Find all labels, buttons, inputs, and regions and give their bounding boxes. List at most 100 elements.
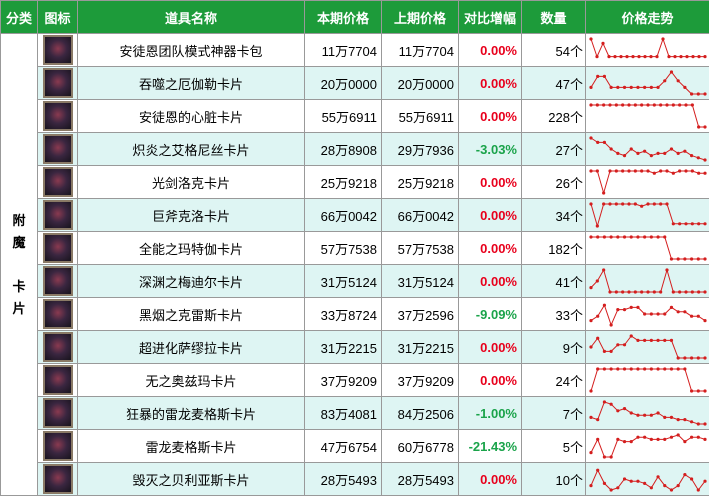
previous-price: 55万6911 (381, 99, 459, 133)
trend-point (697, 290, 701, 294)
trend-point (663, 437, 667, 441)
trend-point (703, 290, 707, 294)
trend-point (636, 367, 640, 371)
item-name: 黑烟之克雷斯卡片 (77, 297, 305, 331)
current-price: 55万6911 (304, 99, 382, 133)
trend-point (665, 268, 669, 272)
trend-point (643, 55, 647, 59)
trend-point (629, 440, 633, 444)
previous-price: 11万7704 (381, 33, 459, 67)
trend-point (595, 55, 599, 59)
trend-cell (585, 363, 709, 397)
trend-point (619, 55, 623, 59)
trend-point (636, 413, 640, 417)
trend-point (656, 85, 660, 89)
trend-point (633, 202, 637, 206)
trend-point (659, 290, 663, 294)
trend-point (589, 202, 593, 206)
trend-point (622, 477, 627, 481)
trend-point (595, 224, 599, 228)
sparkline (589, 37, 707, 59)
trend-point (633, 290, 637, 294)
trend-point (696, 422, 700, 426)
icon-cell (37, 231, 78, 265)
current-price: 28万5493 (304, 462, 382, 496)
trend-point (649, 312, 653, 316)
item-name: 安徒恩团队模式神器卡包 (77, 33, 305, 67)
trend-point (608, 103, 612, 107)
table-row: 狂暴的雷龙麦格斯卡片 83万4081 84万2506 -1.00% 7个 (1, 396, 709, 430)
trend-point (602, 191, 606, 195)
trend-cell (585, 99, 709, 133)
price-change: 0.00% (458, 231, 522, 265)
header-cell: 本期价格 (304, 0, 382, 34)
trend-point (589, 286, 593, 290)
trend-point (685, 55, 689, 59)
trend-point (643, 85, 647, 89)
trend-point (663, 367, 667, 371)
trend-point (659, 103, 663, 107)
icon-cell (37, 462, 78, 496)
trend-point (622, 308, 627, 312)
trend-line (590, 368, 705, 392)
trend-point (649, 154, 653, 158)
current-price: 47万6754 (304, 429, 382, 463)
trend-line (590, 434, 706, 458)
trend-point (690, 169, 694, 173)
trend-point (631, 55, 635, 59)
icon-cell (37, 165, 78, 199)
item-name: 光剑洛克卡片 (77, 165, 305, 199)
trend-point (616, 409, 620, 413)
trend-point (663, 415, 667, 419)
trend-point (646, 202, 650, 206)
trend-point (614, 202, 618, 206)
trend-point (676, 367, 680, 371)
trend-point (589, 345, 593, 349)
trend-point (627, 202, 631, 206)
trend-cell (585, 132, 709, 166)
trend-line (590, 304, 706, 327)
header-cell: 道具名称 (77, 0, 305, 34)
trend-point (602, 74, 607, 78)
item-icon (42, 398, 73, 428)
trend-point (622, 154, 627, 158)
trend-point (690, 290, 694, 294)
trend-point (589, 484, 593, 488)
current-price: 66万0042 (304, 198, 382, 232)
trend-point (609, 455, 613, 459)
trend-point (671, 103, 675, 107)
trend-point (643, 235, 647, 239)
trend-line (591, 236, 705, 260)
sparkline (589, 433, 707, 459)
trend-point (656, 437, 660, 441)
sparkline (589, 169, 707, 195)
trend-point (669, 338, 674, 342)
trend-point (602, 140, 607, 144)
trend-point (602, 235, 607, 239)
item-icon (42, 35, 73, 65)
table-row: 安徒恩的心脏卡片 55万6911 55万6911 0.00% 228个 (1, 99, 709, 133)
sparkline (589, 367, 707, 393)
trend-point (629, 305, 633, 309)
trend-point (689, 356, 694, 360)
item-icon (42, 200, 73, 230)
trend-point (683, 85, 687, 89)
trend-point (696, 257, 700, 261)
trend-point (689, 420, 694, 424)
trend-point (676, 433, 680, 437)
trend-point (696, 435, 700, 439)
trend-point (689, 389, 694, 393)
trend-point (663, 338, 667, 342)
trend-point (625, 55, 629, 59)
trend-point (614, 103, 618, 107)
trend-point (703, 222, 707, 226)
sparkline (589, 334, 707, 360)
trend-point (596, 437, 600, 441)
trend-point (703, 158, 707, 162)
icon-cell (37, 66, 78, 100)
trend-point (602, 303, 607, 307)
trend-point (596, 367, 600, 371)
header-cell: 分类 (0, 0, 38, 34)
trend-point (621, 290, 625, 294)
trend-point (602, 455, 607, 459)
